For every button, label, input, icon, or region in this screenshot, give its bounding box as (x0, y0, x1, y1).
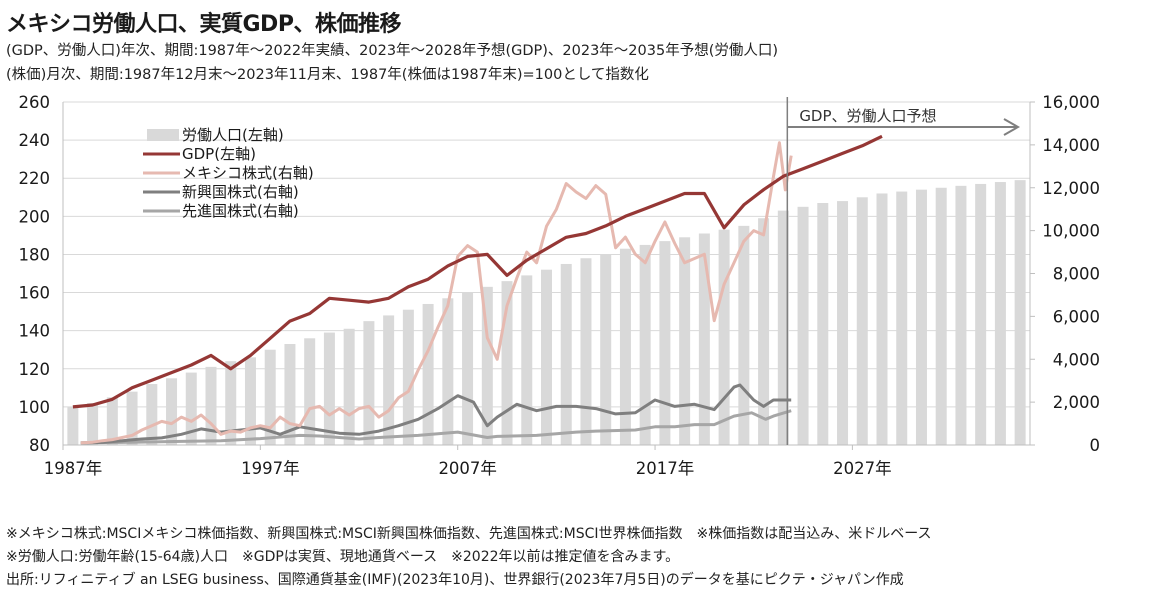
bar-labor-1994 (205, 366, 217, 445)
x-tick-label: 1987年 (44, 459, 103, 478)
bar-labor-2017 (659, 241, 671, 445)
bar-labor-1998 (284, 344, 296, 445)
forecast-annotation-label: GDP、労働人口予想 (799, 107, 936, 125)
left-tick-label: 100 (19, 398, 51, 417)
bar-labor-2013 (580, 258, 592, 445)
legend-label: 労働人口(左軸) (182, 126, 284, 144)
bar-labor-2000 (323, 332, 335, 445)
bar-labor-2007 (462, 292, 474, 445)
bar-labor-1997 (264, 349, 276, 445)
bar-labor-2029 (896, 191, 908, 445)
right-tick-label: 4,000 (1053, 350, 1100, 369)
left-tick-label: 180 (19, 245, 51, 264)
legend-label: 先進国株式(右軸) (182, 202, 299, 220)
right-tick-label: 14,000 (1042, 136, 1100, 155)
footnote-source: 出所:リフィニティブ an LSEG business、国際通貨基金(IMF)(… (6, 572, 904, 588)
footnote-indices: ※メキシコ株式:MSCIメキシコ株価指数、新興国株式:MSCI新興国株価指数、先… (6, 526, 932, 542)
bar-labor-2003 (383, 315, 395, 445)
bar-labor-2026 (837, 201, 849, 445)
left-axis-tick-labels: 80 100 120 140 160 180 200 220 240 260 (19, 93, 51, 455)
bar-labor-2002 (363, 321, 375, 445)
series-line-3 (80, 383, 792, 445)
bar-labor-1992 (166, 378, 178, 445)
x-tick-label: 2017年 (636, 459, 695, 478)
labor-population-bars (67, 180, 1026, 446)
series-line-1 (72, 134, 883, 409)
series-line-2 (80, 141, 793, 445)
left-tick-label: 160 (19, 284, 51, 303)
left-tick-label: 200 (19, 207, 51, 226)
bar-labor-2008 (481, 286, 493, 445)
bar-labor-1993 (185, 372, 197, 445)
bar-labor-2001 (343, 328, 355, 445)
bar-labor-2035 (1014, 180, 1026, 445)
bar-labor-2010 (521, 275, 533, 445)
x-tick-label: 2007年 (438, 459, 497, 478)
right-axis-tick-labels: 0 2,000 4,000 6,000 8,000 10,000 12,000 14,000 1… (1030, 93, 1100, 455)
right-tick-label: 2,000 (1053, 393, 1100, 412)
bar-labor-2025 (817, 202, 829, 445)
bar-labor-2024 (797, 206, 809, 445)
left-tick-label: 240 (19, 131, 51, 150)
bar-labor-2020 (718, 229, 730, 445)
x-tick-label: 1997年 (241, 459, 300, 478)
bar-labor-2019 (698, 233, 710, 445)
bar-labor-2033 (975, 183, 987, 445)
bar-labor-2014 (600, 254, 612, 445)
chart-subtitle-annual: (GDP、労働人口)年次、期間:1987年〜2022年実績、2023年〜2028… (6, 43, 779, 59)
left-tick-label: 120 (19, 360, 51, 379)
left-tick-label: 140 (19, 322, 51, 341)
legend-swatch-bar (147, 129, 179, 141)
bar-labor-1991 (146, 384, 158, 445)
footnote-definitions: ※労働人口:労働年齢(15-64歳)人口 ※GDPは実質、現地通貨ベース ※20… (6, 549, 680, 565)
series-lines (72, 134, 883, 445)
bar-labor-2030 (915, 189, 927, 445)
legend-label: 新興国株式(右軸) (182, 183, 299, 201)
series-line-4 (80, 409, 792, 445)
bar-labor-2032 (955, 185, 967, 445)
bar-labor-2016 (639, 244, 651, 445)
bar-labor-1987 (67, 406, 79, 445)
bar-labor-2018 (679, 237, 691, 445)
bar-labor-1999 (304, 338, 316, 445)
bar-labor-2011 (541, 269, 552, 445)
bar-labor-2028 (876, 193, 888, 445)
chart-title: メキシコ労働人口、実質GDP、株価推移 (6, 12, 401, 37)
right-tick-label: 12,000 (1042, 179, 1100, 198)
forecast-annotation: GDP、労働人口予想 (786, 97, 1021, 445)
bar-labor-1990 (126, 391, 138, 445)
bar-labor-1988 (87, 403, 99, 445)
right-tick-label: 6,000 (1053, 307, 1100, 326)
right-tick-label: 10,000 (1042, 222, 1100, 241)
bar-labor-2022 (758, 218, 770, 445)
forecast-arrow-head-icon (1003, 118, 1021, 136)
left-tick-label: 260 (19, 93, 51, 112)
bar-labor-1989 (106, 397, 118, 445)
bar-labor-1996 (244, 357, 256, 445)
bar-labor-2009 (501, 281, 513, 445)
right-tick-label: 8,000 (1053, 265, 1100, 284)
left-tick-label: 220 (19, 169, 51, 188)
bar-labor-2005 (422, 303, 434, 445)
legend: 労働人口(左軸)GDP(左軸)メキシコ株式(右軸)新興国株式(右軸)先進国株式(… (143, 126, 314, 220)
bar-labor-2004 (402, 309, 414, 445)
bar-labor-2012 (560, 263, 572, 445)
bar-labor-1995 (225, 361, 237, 445)
bar-labor-2015 (619, 248, 631, 445)
bar-labor-2034 (994, 182, 1006, 446)
right-tick-label: 16,000 (1042, 93, 1100, 112)
chart-subtitle-monthly: (株価)月次、期間:1987年12月末〜2023年11月末、1987年(株価は1… (6, 67, 649, 83)
bar-labor-2006 (442, 298, 454, 445)
bar-labor-2021 (738, 225, 750, 445)
bar-labor-2027 (856, 197, 868, 445)
left-tick-label: 80 (29, 436, 50, 455)
bar-labor-2023 (777, 210, 789, 445)
right-tick-label: 0 (1090, 436, 1101, 455)
legend-label: GDP(左軸) (182, 145, 256, 163)
bar-labor-2031 (935, 187, 947, 445)
x-axis-tick-labels: 1987年 1997年 2007年 2017年 2027年 (44, 445, 892, 478)
legend-label: メキシコ株式(右軸) (182, 164, 314, 182)
x-tick-label: 2027年 (833, 459, 892, 478)
